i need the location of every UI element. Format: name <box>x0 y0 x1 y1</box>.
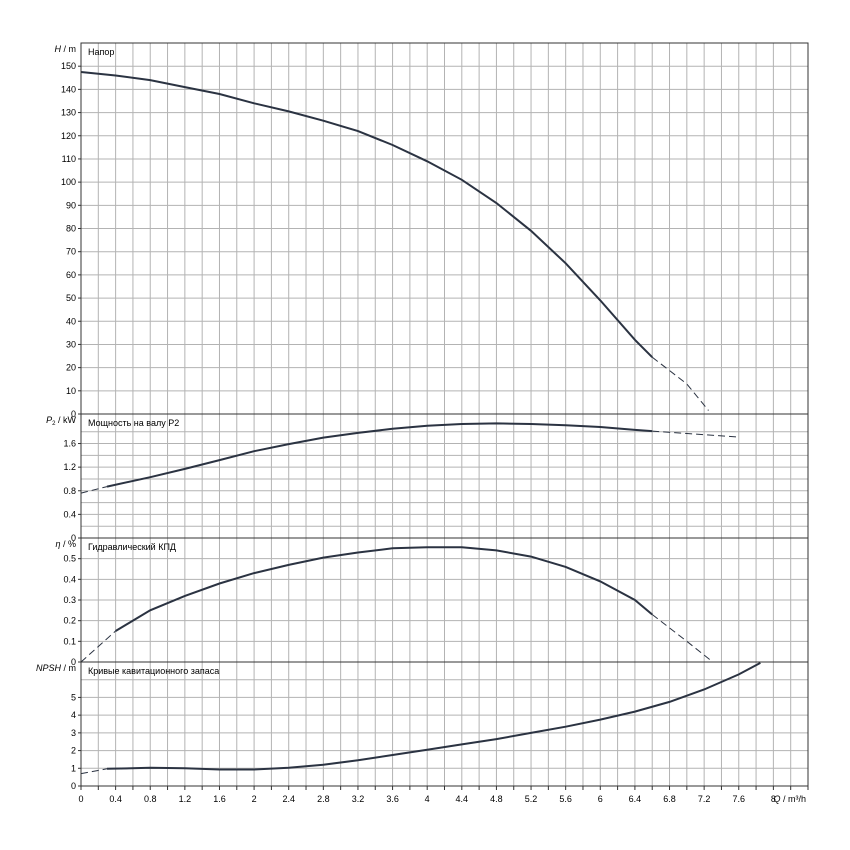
x-tick-label: 5.6 <box>559 794 572 804</box>
x-axis-label: Q / m³/h <box>773 794 806 804</box>
panel-title: Гидравлический КПД <box>88 542 176 552</box>
panel-title: Кривые кавитационного запаса <box>88 666 219 676</box>
y-tick-label: 2 <box>71 746 76 756</box>
curve-main <box>106 422 653 488</box>
y-tick-label: 0 <box>71 409 76 419</box>
curve-extrapolated-start <box>651 356 709 411</box>
y-tick-label: 0 <box>71 533 76 543</box>
y-tick-label: 5 <box>71 692 76 702</box>
y-tick-label: 1.6 <box>63 439 76 449</box>
x-tick-label: 6 <box>598 794 603 804</box>
x-tick-label: 8 <box>771 794 776 804</box>
x-tick-label: 7.2 <box>698 794 711 804</box>
y-tick-label: 30 <box>66 339 76 349</box>
x-tick-label: 2 <box>252 794 257 804</box>
curve-main <box>80 71 653 358</box>
x-tick-label: 6.8 <box>663 794 676 804</box>
x-tick-label: 6.4 <box>629 794 642 804</box>
y-tick-label: 40 <box>66 316 76 326</box>
y-tick-label: 0.4 <box>63 509 76 519</box>
y-tick-label: 70 <box>66 247 76 257</box>
y-tick-label: 0.8 <box>63 486 76 496</box>
x-tick-label: 5.2 <box>525 794 538 804</box>
x-tick-label: 1.2 <box>179 794 192 804</box>
curve-extrapolated-start <box>80 768 108 775</box>
y-tick-label: 100 <box>61 177 76 187</box>
panel-2: 0 0.4 0.8 1.2 1.6 P2 / kW Мощность на валу P2 <box>46 415 808 543</box>
x-tick-label: 4.8 <box>490 794 503 804</box>
x-tick-label: 2.8 <box>317 794 330 804</box>
y-tick-label: 0.4 <box>63 574 76 584</box>
y-tick-label: 0.3 <box>63 595 76 605</box>
panel-3: 0 0.1 0.2 0.3 0.4 0.5 η / % Гидравлический КПД <box>55 539 808 667</box>
y-axis-label: NPSH / m <box>36 663 76 673</box>
x-tick-label: 1.6 <box>213 794 226 804</box>
y-tick-label: 1 <box>71 763 76 773</box>
curve-extrapolated-end <box>652 430 739 438</box>
x-tick-label: 0.8 <box>144 794 157 804</box>
y-tick-label: 10 <box>66 386 76 396</box>
curve-extrapolated-end <box>651 614 714 663</box>
y-tick-label: 140 <box>61 84 76 94</box>
y-axis-label: H / m <box>55 44 77 54</box>
curve-main <box>106 662 761 771</box>
y-tick-label: 130 <box>61 108 76 118</box>
x-tick-label: 4 <box>425 794 430 804</box>
y-tick-label: 20 <box>66 363 76 373</box>
y-tick-label: 80 <box>66 224 76 234</box>
panel-4: 0 1 2 3 4 5 NPSH / m Кривые кавитационного запа… <box>36 662 808 791</box>
y-axis-label: P2 / kW <box>46 415 76 427</box>
y-tick-label: 120 <box>61 131 76 141</box>
x-tick-label: 0.4 <box>109 794 122 804</box>
y-axis-label: η / % <box>55 539 76 549</box>
x-tick-label: 3.2 <box>352 794 365 804</box>
y-tick-label: 1.2 <box>63 462 76 472</box>
curve-extrapolated-start <box>80 486 108 494</box>
y-tick-label: 0.2 <box>63 616 76 626</box>
y-tick-label: 4 <box>71 710 76 720</box>
y-tick-label: 90 <box>66 200 76 210</box>
y-tick-label: 50 <box>66 293 76 303</box>
x-tick-label: 4.4 <box>456 794 469 804</box>
y-tick-label: 60 <box>66 270 76 280</box>
y-tick-label: 0.1 <box>63 636 76 646</box>
y-tick-label: 110 <box>62 154 76 164</box>
panel-title: Мощность на валу P2 <box>88 418 179 428</box>
y-tick-label: 3 <box>71 728 76 738</box>
curve-main <box>115 546 653 632</box>
x-axis: 0 0.4 0.8 1.2 1.6 2 2.4 2.8 3.2 3.6 4 4.4 4.8 5.2 5.6 6… <box>78 786 809 804</box>
y-tick-label: 150 <box>61 61 76 71</box>
x-tick-label: 7.6 <box>733 794 746 804</box>
x-tick-label: 0 <box>78 794 83 804</box>
curve-extrapolated-start <box>80 630 116 663</box>
panel-1: 0 10 20 30 40 50 60 70 80 90 100 110 120 130 140 150 H /… <box>55 44 808 419</box>
panel-title: Напор <box>88 47 114 57</box>
y-tick-label: 0.5 <box>63 554 76 564</box>
y-tick-label: 0 <box>71 657 76 667</box>
x-tick-label: 3.6 <box>386 794 399 804</box>
y-tick-label: 0 <box>71 781 76 791</box>
x-tick-label: 2.4 <box>282 794 295 804</box>
